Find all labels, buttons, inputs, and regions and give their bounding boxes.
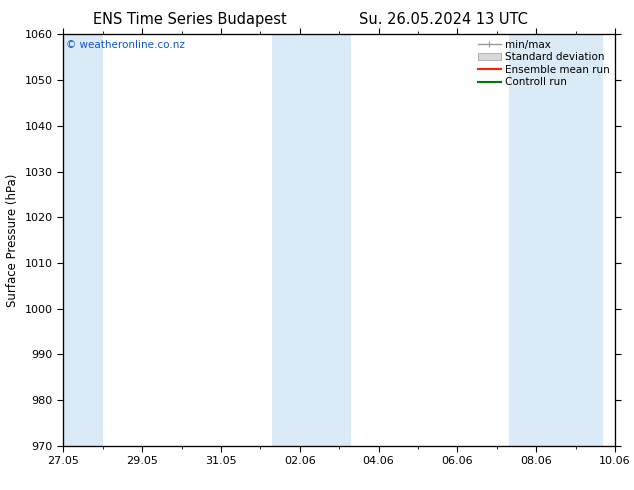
Y-axis label: Surface Pressure (hPa): Surface Pressure (hPa) [6,173,19,307]
Text: Su. 26.05.2024 13 UTC: Su. 26.05.2024 13 UTC [359,12,528,27]
Text: © weatheronline.co.nz: © weatheronline.co.nz [66,41,185,50]
Bar [51,34,103,446]
Legend: min/max, Standard deviation, Ensemble mean run, Controll run: min/max, Standard deviation, Ensemble me… [476,37,612,89]
Bar [272,34,351,446]
Text: ENS Time Series Budapest: ENS Time Series Budapest [93,12,287,27]
Bar [508,34,603,446]
